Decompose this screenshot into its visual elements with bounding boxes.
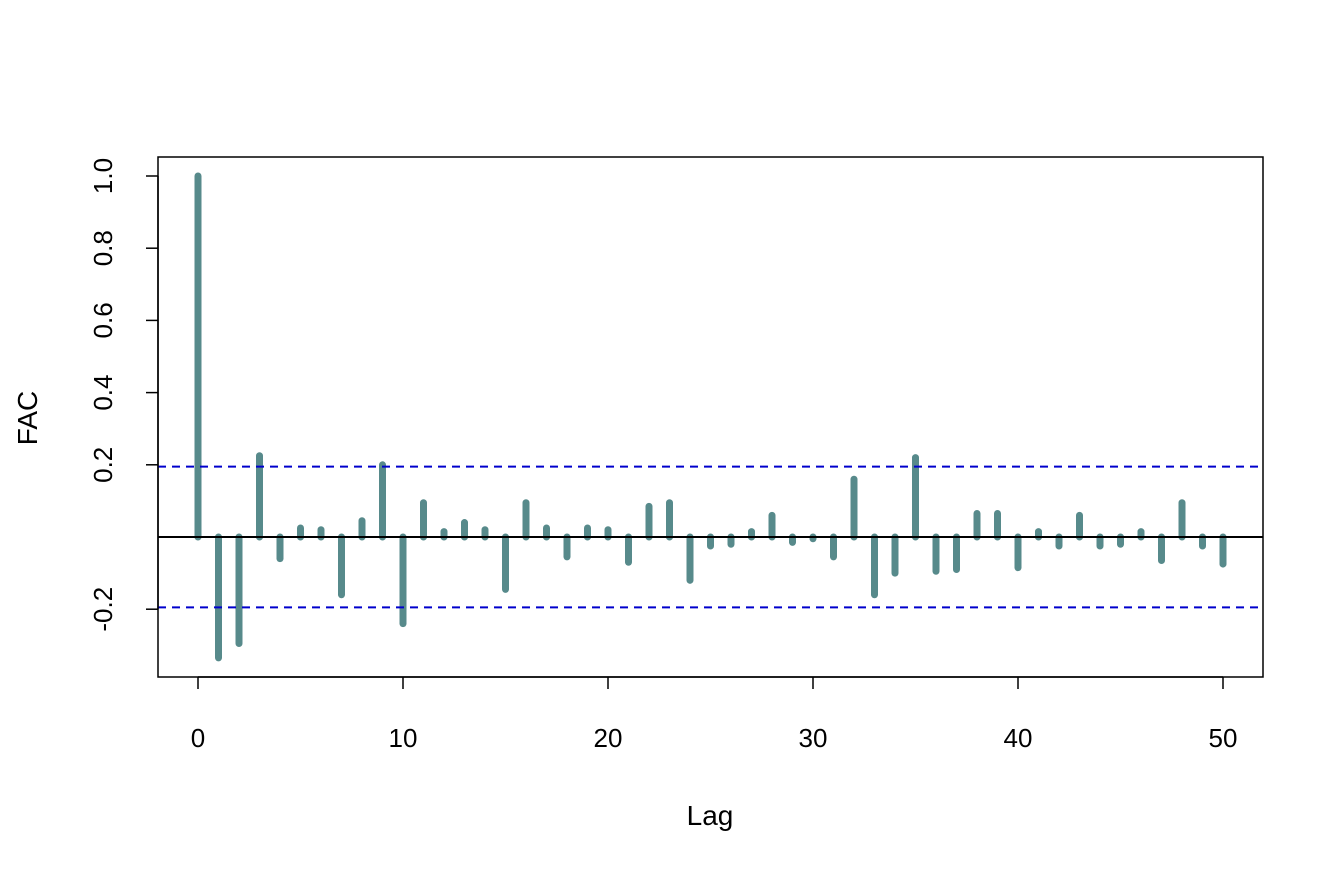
x-tick-label: 20 bbox=[594, 723, 623, 753]
reference-lines bbox=[158, 465, 1263, 609]
y-tick-label: -0.2 bbox=[88, 587, 118, 632]
y-axis-title: FAC bbox=[12, 391, 43, 445]
x-tick-label: 40 bbox=[1004, 723, 1033, 753]
x-axis-title: Lag bbox=[687, 800, 734, 831]
x-tick-label: 0 bbox=[191, 723, 205, 753]
x-tick-label: 30 bbox=[799, 723, 828, 753]
x-tick-label: 50 bbox=[1209, 723, 1238, 753]
y-tick-label: 1.0 bbox=[88, 158, 118, 194]
x-axis: 0 10 20 30 40 50 bbox=[191, 676, 1238, 753]
y-tick-label: 0.2 bbox=[88, 447, 118, 483]
y-tick-label: 0.6 bbox=[88, 302, 118, 338]
plot-frame bbox=[157, 156, 1264, 678]
y-tick-label: 0.4 bbox=[88, 375, 118, 411]
x-tick-label: 10 bbox=[389, 723, 418, 753]
y-axis: -0.2 0.2 0.4 0.6 0.8 1.0 bbox=[88, 158, 159, 632]
y-tick-label: 0.8 bbox=[88, 230, 118, 266]
acf-bars bbox=[194, 172, 1227, 662]
